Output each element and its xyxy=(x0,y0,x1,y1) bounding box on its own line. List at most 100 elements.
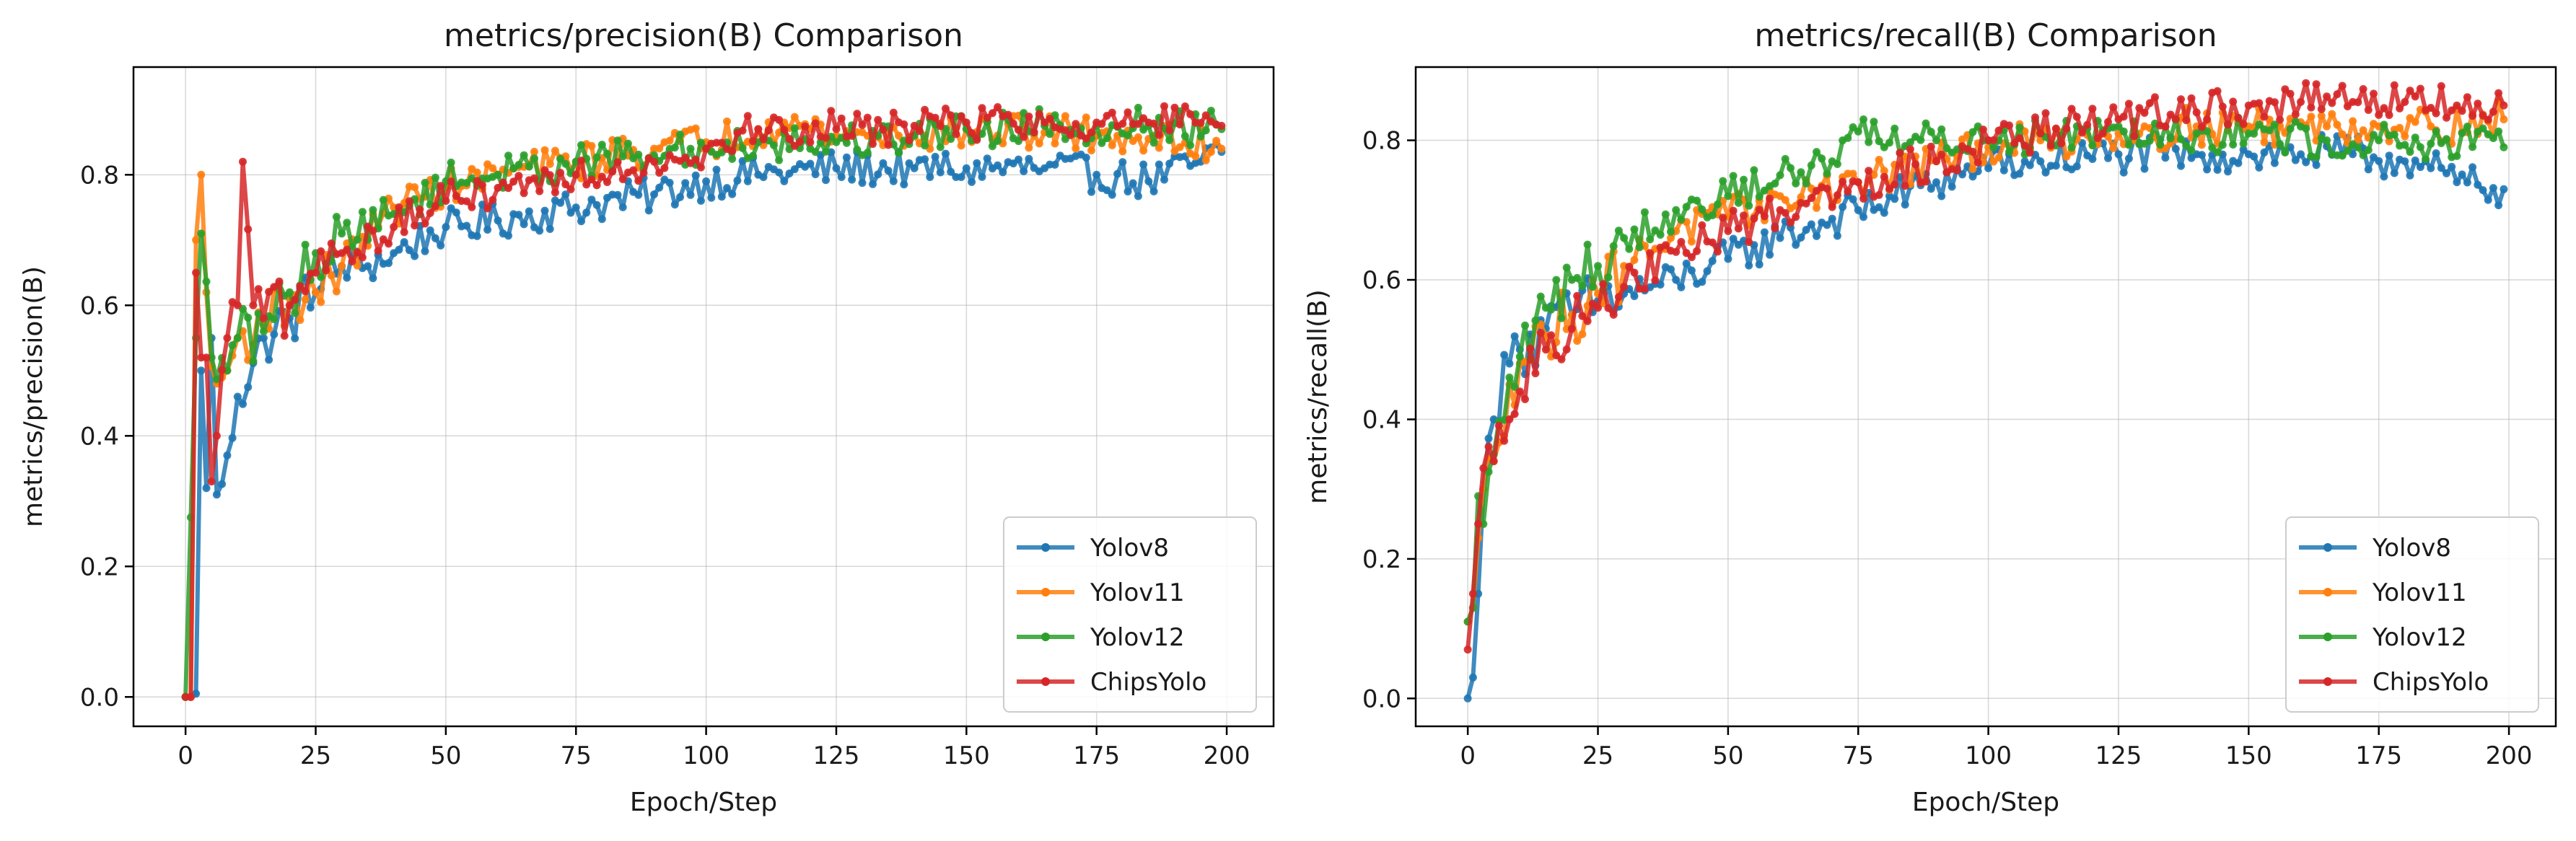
data-point xyxy=(592,181,601,190)
data-point xyxy=(754,125,763,133)
data-point xyxy=(1891,195,1899,203)
data-point xyxy=(1693,196,1701,205)
data-point xyxy=(2224,120,2232,129)
data-point xyxy=(2124,141,2133,149)
data-point xyxy=(1833,191,1841,200)
data-point xyxy=(421,219,429,228)
data-point xyxy=(2239,139,2248,148)
data-point xyxy=(988,109,996,118)
data-point xyxy=(530,174,538,182)
data-point xyxy=(2359,126,2367,135)
data-point xyxy=(1134,120,1142,128)
x-tick-label: 100 xyxy=(1965,741,2012,770)
data-point xyxy=(994,136,1002,145)
data-point xyxy=(2323,136,2331,145)
data-point xyxy=(2291,118,2300,126)
data-point xyxy=(1667,227,1675,236)
data-point xyxy=(1118,147,1127,156)
data-point xyxy=(1500,436,1509,445)
data-point xyxy=(910,164,919,172)
x-tick-label: 175 xyxy=(2355,741,2402,770)
data-point xyxy=(2380,104,2388,113)
data-point xyxy=(702,144,711,153)
data-point xyxy=(2218,102,2227,111)
data-point xyxy=(2364,146,2373,154)
data-point xyxy=(1025,154,1033,163)
data-point xyxy=(1849,169,1857,178)
data-point xyxy=(2297,150,2305,159)
data-point xyxy=(1839,203,1847,211)
data-point xyxy=(223,334,232,343)
data-point xyxy=(738,144,747,152)
data-point xyxy=(2401,97,2409,106)
data-point xyxy=(1134,103,1142,112)
data-point xyxy=(2443,135,2450,144)
data-point xyxy=(822,176,830,185)
data-point xyxy=(2370,89,2378,98)
data-point xyxy=(270,315,279,324)
data-point xyxy=(947,135,955,144)
data-point xyxy=(312,268,320,277)
data-point xyxy=(1797,193,1805,201)
data-point xyxy=(936,168,945,177)
data-point xyxy=(915,127,924,136)
data-point xyxy=(212,490,221,499)
data-point xyxy=(587,195,596,204)
data-point xyxy=(691,155,700,164)
data-point xyxy=(723,117,731,126)
data-point xyxy=(1625,245,1634,253)
data-point xyxy=(994,103,1002,111)
data-point xyxy=(884,167,893,175)
data-point xyxy=(858,120,867,129)
data-point xyxy=(1651,226,1660,234)
x-tick-label: 200 xyxy=(2486,741,2533,770)
data-point xyxy=(775,115,784,124)
data-point xyxy=(603,178,611,186)
data-point xyxy=(2114,122,2123,131)
data-point xyxy=(1196,132,1205,141)
data-point xyxy=(1922,119,1930,128)
data-point xyxy=(592,201,601,209)
data-point xyxy=(848,175,857,184)
data-point xyxy=(207,477,216,486)
data-point xyxy=(2270,98,2279,107)
data-point xyxy=(1880,172,1888,181)
data-point xyxy=(1479,464,1488,472)
data-point xyxy=(520,151,528,159)
data-point xyxy=(2343,146,2352,155)
data-point xyxy=(2474,100,2482,108)
y-tick-label: 0.8 xyxy=(1362,127,1401,156)
data-point xyxy=(608,167,617,176)
data-point xyxy=(2260,148,2269,157)
data-point xyxy=(613,158,622,167)
data-point xyxy=(2484,195,2492,204)
data-point xyxy=(1984,164,1993,172)
data-point xyxy=(1713,200,1722,208)
data-point xyxy=(811,119,820,128)
data-point xyxy=(228,341,237,350)
data-point xyxy=(853,146,862,154)
data-point xyxy=(301,287,310,296)
data-point xyxy=(1750,166,1758,175)
data-point xyxy=(1859,213,1867,221)
data-point xyxy=(1766,250,1774,259)
y-tick-label: 0.2 xyxy=(80,552,119,581)
data-point xyxy=(1004,110,1012,119)
series-points-yolov8 xyxy=(181,140,1226,701)
data-point xyxy=(265,356,273,364)
data-point xyxy=(723,184,731,193)
data-point xyxy=(1968,128,1977,136)
data-point xyxy=(1557,355,1566,364)
data-point xyxy=(2333,90,2341,99)
data-point xyxy=(978,172,986,181)
data-point xyxy=(483,204,492,213)
data-point xyxy=(2432,127,2440,136)
data-point xyxy=(2343,102,2352,110)
data-point xyxy=(1708,211,1717,219)
data-point xyxy=(343,219,351,227)
data-point xyxy=(874,170,882,179)
data-point xyxy=(405,197,413,206)
data-point xyxy=(1875,156,1883,164)
data-point xyxy=(2307,103,2316,112)
data-point xyxy=(1630,255,1639,264)
